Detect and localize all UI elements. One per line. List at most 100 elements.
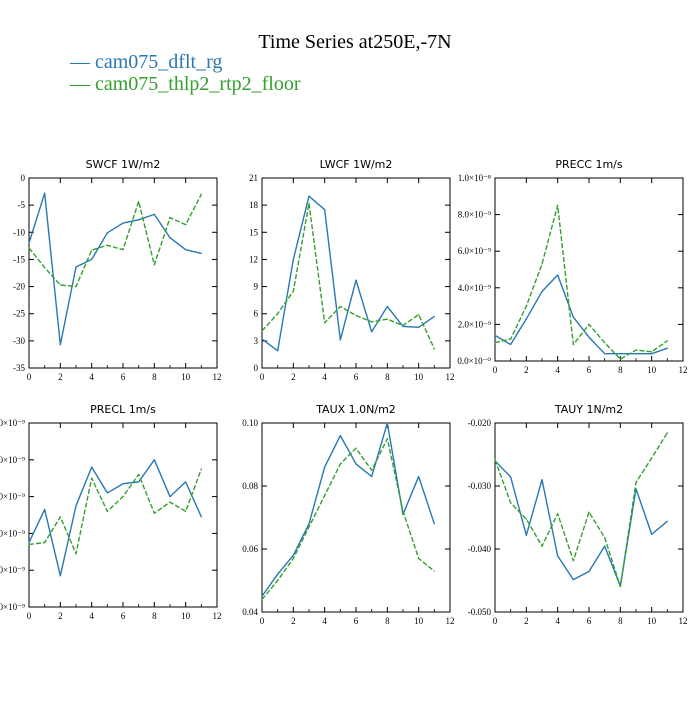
data-point xyxy=(138,481,140,483)
y-tick-label: 0 xyxy=(21,173,26,183)
data-point xyxy=(261,598,263,601)
data-point xyxy=(59,344,61,346)
data-point xyxy=(324,209,326,211)
y-tick-label: 6.0×10⁻⁹ xyxy=(458,246,491,256)
y-tick-label: -5 xyxy=(18,200,26,210)
data-point xyxy=(604,545,606,547)
y-tick-label: -0.050 xyxy=(468,607,492,617)
data-point xyxy=(666,520,668,522)
y-tick-label: 3 xyxy=(254,336,259,346)
series-line-1 xyxy=(28,192,202,346)
data-point xyxy=(418,314,420,316)
data-point xyxy=(106,232,108,234)
x-tick-label: 10 xyxy=(181,611,191,621)
data-point xyxy=(572,579,574,581)
data-point xyxy=(28,542,30,544)
data-point xyxy=(604,353,606,355)
y-tick-label: 0×10⁻⁹ xyxy=(0,492,25,502)
data-point xyxy=(59,575,61,577)
y-tick-label: 0.04 xyxy=(242,607,258,617)
data-point xyxy=(153,213,155,215)
data-point xyxy=(355,314,357,317)
x-tick-label: 2 xyxy=(58,372,63,382)
data-point xyxy=(494,459,496,461)
y-tick-label: 0×10⁻⁹ xyxy=(0,418,25,428)
series-line-2 xyxy=(261,438,435,600)
y-tick-label: -0.040 xyxy=(468,544,492,554)
x-tick-label: 8 xyxy=(385,616,390,626)
data-point xyxy=(75,505,77,507)
x-tick-label: 8 xyxy=(152,372,157,382)
data-point xyxy=(106,492,108,494)
plot-frame xyxy=(261,177,451,369)
x-tick-label: 12 xyxy=(679,365,688,375)
data-point xyxy=(91,477,93,479)
data-point xyxy=(386,438,388,440)
y-tick-label: -20 xyxy=(13,282,25,292)
data-point xyxy=(59,284,61,286)
data-point xyxy=(433,523,435,525)
data-point xyxy=(635,349,637,351)
x-tick-label: 10 xyxy=(414,616,424,626)
plot-frame xyxy=(261,422,451,613)
data-point xyxy=(525,534,527,536)
panel-5: TAUX 1.0N/m2 0 2 4 6 8 10 12 0.04 0.06 0.08 0.10 xyxy=(242,403,454,626)
data-point xyxy=(153,512,155,514)
data-point xyxy=(200,193,202,195)
data-point xyxy=(277,573,279,575)
panel-1: SWCF 1W/m2 0 2 4 6 8 10 12 -35 -30 -25 -20 -15 -10 -5 0 xyxy=(13,158,222,382)
series-line-2 xyxy=(28,193,202,288)
data-point xyxy=(588,336,590,338)
data-point xyxy=(91,258,93,261)
data-point xyxy=(122,483,124,485)
data-point xyxy=(541,545,543,547)
data-point xyxy=(666,347,668,349)
data-point xyxy=(418,557,420,560)
x-tick-label: 10 xyxy=(414,372,424,382)
data-point xyxy=(510,476,512,478)
data-point xyxy=(308,523,310,525)
x-tick-label: 4 xyxy=(89,372,94,382)
y-tick-label: 2.0×10⁻⁹ xyxy=(458,319,491,329)
x-tick-label: 4 xyxy=(555,616,560,626)
x-tick-label: 0 xyxy=(27,611,32,621)
x-tick-label: 10 xyxy=(181,372,191,382)
data-point xyxy=(122,496,124,498)
data-point xyxy=(292,258,294,261)
data-point xyxy=(122,222,124,224)
x-tick-label: 12 xyxy=(679,616,688,626)
panel-2: LWCF 1W/m2 0 2 4 6 8 10 12 0 3 6 9 12 15 18 21 xyxy=(249,158,455,382)
data-point xyxy=(604,342,606,344)
x-tick-label: 6 xyxy=(587,616,592,626)
data-point xyxy=(122,249,124,251)
data-point xyxy=(666,340,668,342)
x-tick-label: 2 xyxy=(524,616,529,626)
data-point xyxy=(619,586,621,588)
data-point xyxy=(557,274,559,276)
data-point xyxy=(355,447,357,449)
data-point xyxy=(604,536,606,539)
data-point xyxy=(525,305,527,307)
y-tick-label: -35 xyxy=(13,363,25,373)
series-line-2 xyxy=(28,468,202,555)
data-point xyxy=(588,323,590,325)
data-point xyxy=(153,264,155,266)
data-point xyxy=(619,358,621,360)
y-tick-label: 0 xyxy=(254,363,259,373)
x-tick-label: 2 xyxy=(291,616,296,626)
data-point xyxy=(185,510,187,512)
data-point xyxy=(572,316,574,318)
x-tick-label: 6 xyxy=(354,372,359,382)
data-point xyxy=(261,330,263,332)
data-point xyxy=(169,501,171,503)
y-tick-label: 0×10⁻⁹ xyxy=(0,565,25,575)
data-point xyxy=(277,579,279,582)
data-point xyxy=(510,343,512,346)
data-point xyxy=(277,313,279,315)
series-line-1 xyxy=(494,460,668,587)
x-tick-label: 10 xyxy=(647,616,657,626)
data-point xyxy=(386,318,388,320)
data-point xyxy=(339,463,341,465)
data-point xyxy=(386,422,388,424)
y-tick-label: 4.0×10⁻⁹ xyxy=(458,283,491,293)
